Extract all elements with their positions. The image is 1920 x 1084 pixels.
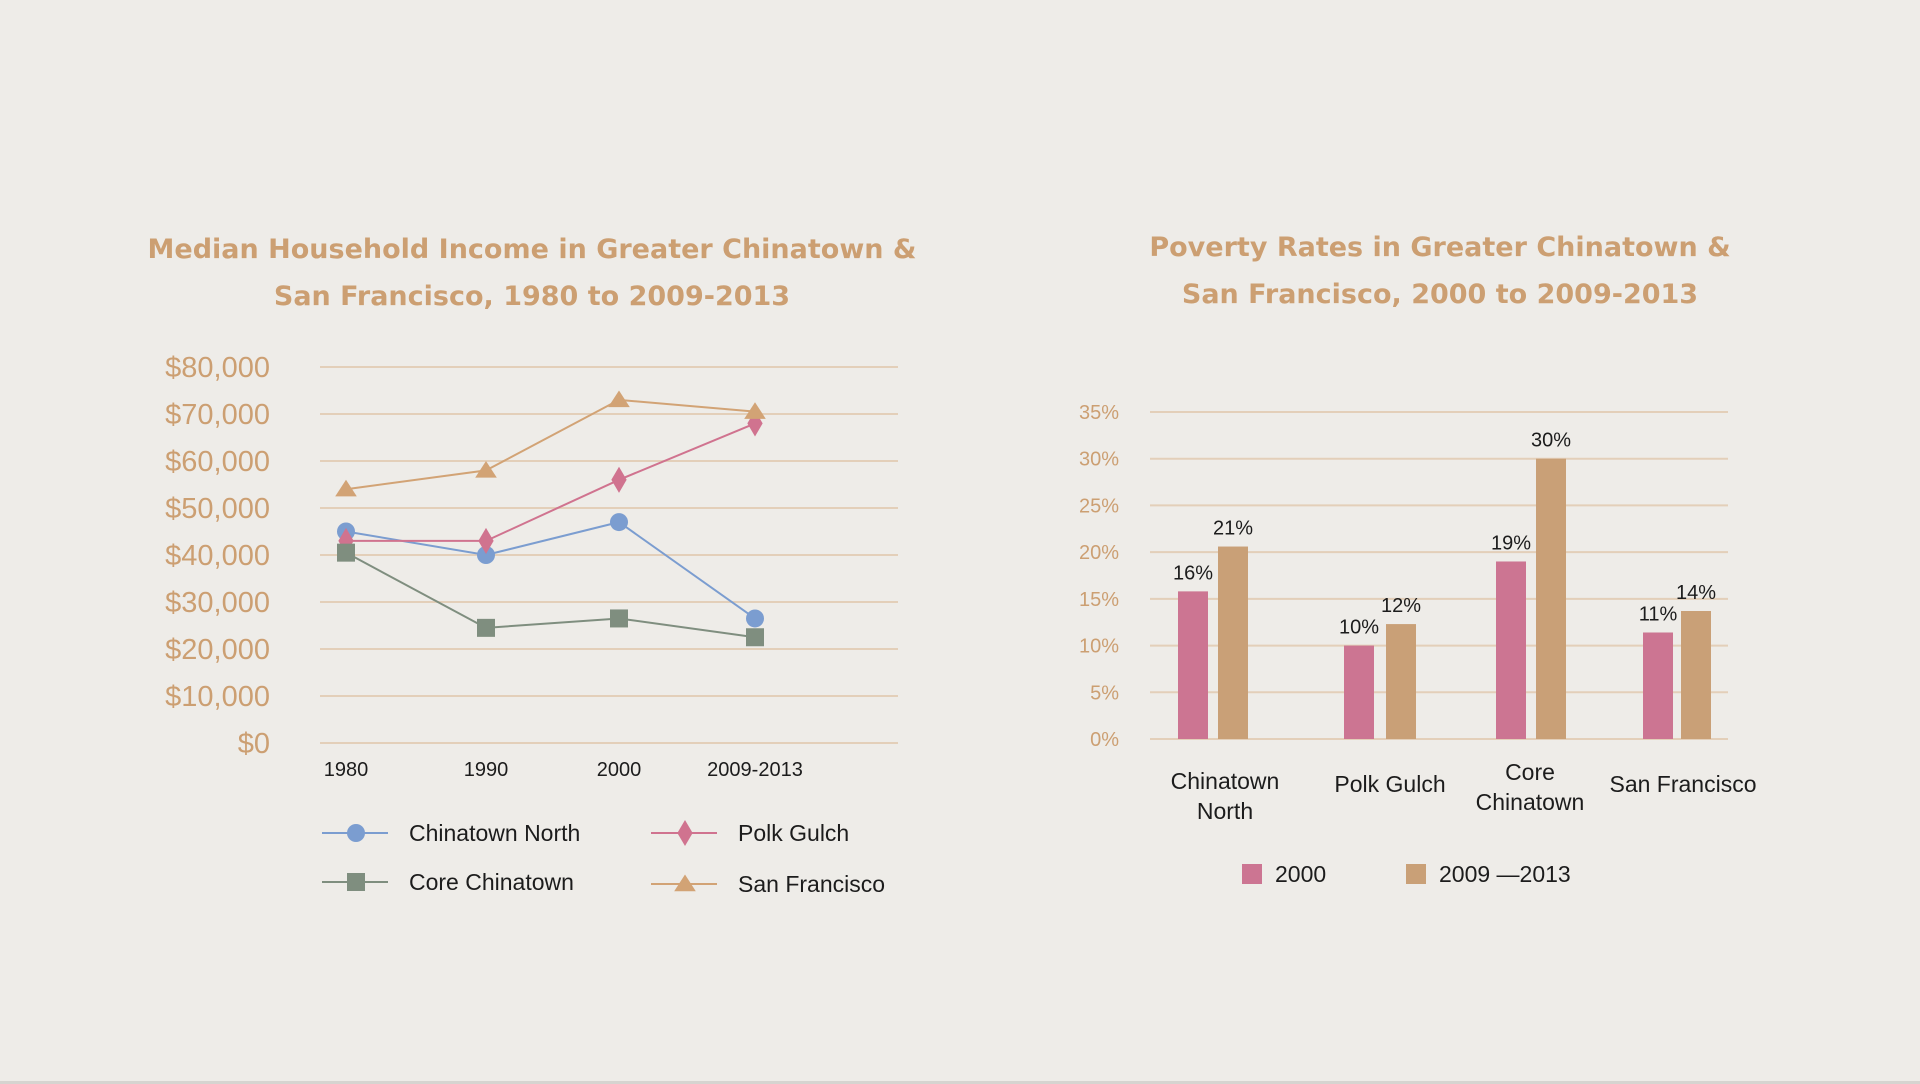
y-tick-label: $30,000 bbox=[165, 587, 270, 619]
y-tick-label: 20% bbox=[1079, 542, 1119, 564]
y-tick-label: $0 bbox=[238, 728, 270, 760]
y-tick-label: $80,000 bbox=[165, 352, 270, 384]
bar bbox=[1344, 645, 1374, 739]
bar-value-label: 14% bbox=[1676, 582, 1716, 604]
data-point bbox=[337, 543, 355, 562]
series-2000: 16% 10% 19% 11% bbox=[1173, 532, 1678, 739]
chart-title: San Francisco, 1980 to 2009-2013 bbox=[274, 281, 790, 312]
series-core-chinatown bbox=[337, 543, 764, 647]
data-point bbox=[478, 527, 494, 554]
legend-label: 2009 —2013 bbox=[1439, 861, 1571, 887]
chart-title: San Francisco, 2000 to 2009-2013 bbox=[1182, 279, 1698, 310]
data-point bbox=[608, 390, 630, 408]
legend-label: Polk Gulch bbox=[738, 820, 849, 846]
category-label: Polk Gulch bbox=[1334, 771, 1445, 797]
legend-marker bbox=[347, 873, 365, 891]
legend-item: Core Chinatown bbox=[322, 869, 574, 895]
series-chinatown-north bbox=[337, 513, 764, 628]
y-tick-label: 0% bbox=[1090, 729, 1119, 751]
chart-title: Median Household Income in Greater China… bbox=[148, 234, 917, 265]
y-tick-label: 10% bbox=[1079, 636, 1119, 658]
category-label: Chinatown bbox=[1171, 768, 1280, 794]
data-point bbox=[746, 628, 764, 647]
data-point bbox=[610, 513, 628, 532]
legend-item: 2000 bbox=[1242, 861, 1326, 887]
y-tick-label: $70,000 bbox=[165, 399, 270, 431]
series-san-francisco bbox=[335, 390, 766, 497]
category-label: Core bbox=[1505, 759, 1555, 785]
legend-marker bbox=[347, 824, 365, 842]
legend-swatch bbox=[1242, 864, 1262, 884]
poverty-bar-chart: Poverty Rates in Greater Chinatown & San … bbox=[1079, 232, 1757, 887]
legend: 2000 2009 —2013 bbox=[1242, 861, 1571, 887]
series-line bbox=[346, 422, 756, 542]
bar-value-label: 16% bbox=[1173, 562, 1213, 584]
bottom-rule bbox=[0, 1081, 1920, 1084]
legend-label: 2000 bbox=[1275, 861, 1326, 887]
series-line bbox=[345, 398, 756, 491]
income-line-chart: Median Household Income in Greater China… bbox=[148, 234, 917, 897]
x-tick-label: 1980 bbox=[324, 759, 369, 781]
data-point bbox=[746, 609, 764, 628]
y-tick-label: $60,000 bbox=[165, 446, 270, 478]
data-point bbox=[475, 460, 497, 478]
x-tick-label: 1990 bbox=[464, 759, 509, 781]
bar-value-label: 30% bbox=[1531, 430, 1571, 452]
bar bbox=[1178, 591, 1208, 739]
series-2009-2013: 21% 12% 30% 14% bbox=[1213, 430, 1716, 739]
y-tick-label: $20,000 bbox=[165, 634, 270, 666]
bar bbox=[1386, 624, 1416, 739]
category-label: North bbox=[1197, 798, 1253, 824]
legend-marker bbox=[677, 819, 693, 847]
bar-value-label: 10% bbox=[1339, 617, 1379, 639]
y-tick-label: 15% bbox=[1079, 589, 1119, 611]
data-point bbox=[477, 546, 495, 564]
x-tick-label: 2009-2013 bbox=[707, 759, 803, 781]
y-tick-label: $40,000 bbox=[165, 540, 270, 572]
x-tick-label: 2000 bbox=[597, 759, 642, 781]
legend-label: Core Chinatown bbox=[409, 869, 574, 895]
legend-label: San Francisco bbox=[738, 871, 885, 897]
category-label: San Francisco bbox=[1609, 771, 1756, 797]
bar-value-label: 21% bbox=[1213, 518, 1253, 540]
bar bbox=[1496, 561, 1526, 739]
legend-item: San Francisco bbox=[651, 871, 885, 897]
data-point bbox=[477, 618, 495, 637]
y-tick-label: 25% bbox=[1079, 495, 1119, 517]
category-label: Chinatown bbox=[1476, 789, 1585, 815]
chart-title: Poverty Rates in Greater Chinatown & bbox=[1149, 232, 1730, 263]
data-point bbox=[335, 479, 357, 497]
y-tick-label: 30% bbox=[1079, 449, 1119, 471]
legend-swatch bbox=[1406, 864, 1426, 884]
bar-value-label: 19% bbox=[1491, 532, 1531, 554]
bar-value-label: 11% bbox=[1639, 603, 1678, 625]
y-tick-label: $50,000 bbox=[165, 493, 270, 525]
legend: Chinatown North Polk Gulch Core Chinatown S… bbox=[322, 819, 885, 897]
bar bbox=[1536, 458, 1566, 739]
data-point bbox=[610, 609, 628, 628]
bar bbox=[1218, 546, 1248, 739]
y-tick-label: $10,000 bbox=[165, 681, 270, 713]
series-line bbox=[345, 521, 756, 620]
data-point bbox=[744, 402, 766, 419]
legend-item: Chinatown North bbox=[322, 820, 580, 846]
legend-marker bbox=[674, 874, 696, 892]
legend-item: 2009 —2013 bbox=[1406, 861, 1571, 887]
bar bbox=[1643, 632, 1673, 739]
legend-label: Chinatown North bbox=[409, 820, 580, 846]
data-point bbox=[611, 466, 627, 493]
bar bbox=[1681, 611, 1711, 739]
legend-item: Polk Gulch bbox=[651, 819, 849, 847]
bar-value-label: 12% bbox=[1381, 595, 1421, 617]
series-line bbox=[345, 551, 756, 639]
y-tick-label: 5% bbox=[1090, 682, 1119, 704]
y-tick-label: 35% bbox=[1079, 402, 1119, 424]
